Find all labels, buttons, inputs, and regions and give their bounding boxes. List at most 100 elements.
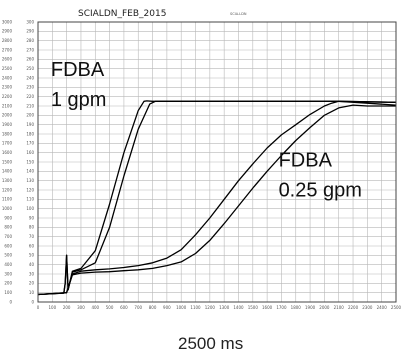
annotation-3: FDBA	[279, 150, 333, 172]
y-tick-label-left: 400	[4, 262, 12, 267]
y-tick-label-left: 2100	[2, 103, 13, 108]
x-tick-label: 800	[149, 305, 157, 310]
y-tick-label-right: 200	[26, 113, 34, 118]
y-tick-label-right: 190	[26, 122, 34, 127]
x-tick-label: 1800	[291, 305, 302, 310]
y-tick-label-right: 20	[29, 281, 35, 286]
y-tick-label-left: 600	[4, 243, 12, 248]
x-tick-label: 2100	[334, 305, 345, 310]
y-tick-label-right: 80	[29, 225, 35, 230]
y-tick-label-left: 300	[4, 271, 12, 276]
x-tick-label: 1100	[190, 305, 201, 310]
y-tick-label-right: 290	[26, 29, 34, 34]
annotation-1: FDBA	[51, 59, 105, 81]
y-tick-label-right: 270	[26, 47, 34, 52]
y-tick-label-right: 10	[29, 290, 35, 295]
y-tick-label-left: 2000	[2, 113, 13, 118]
y-tick-label-left: 1000	[2, 206, 13, 211]
series-line-3	[37, 100, 397, 296]
y-tick-label-left: 1400	[2, 169, 13, 174]
y-tick-label-right: 170	[26, 141, 34, 146]
y-tick-label-right: 280	[26, 38, 34, 43]
y-tick-label-left: 200	[4, 281, 12, 286]
x-tick-label: 2400	[377, 305, 388, 310]
x-tick-label: 2500	[391, 305, 402, 310]
y-tick-label-left: 1800	[2, 131, 13, 136]
y-tick-label-right: 140	[26, 169, 34, 174]
y-tick-label-left: 1500	[2, 159, 13, 164]
x-tick-label: 400	[91, 305, 99, 310]
series-group	[37, 100, 397, 296]
y-tick-label-left: 2600	[2, 57, 13, 62]
y-tick-label-left: 1900	[2, 122, 13, 127]
x-tick-label: 2300	[362, 305, 373, 310]
y-tick-label-right: 70	[29, 234, 35, 239]
y-tick-label-left: 2500	[2, 66, 13, 71]
grid	[37, 21, 397, 303]
y-tick-label-left: 2300	[2, 85, 13, 90]
y-tick-label-right: 240	[26, 75, 34, 80]
x-tick-label: 700	[134, 305, 142, 310]
y-tick-label-right: 60	[29, 243, 35, 248]
x-tick-label: 1200	[205, 305, 216, 310]
y-tick-label-left: 2800	[2, 38, 13, 43]
x-tick-label: 900	[163, 305, 171, 310]
x-tick-label: 1000	[176, 305, 187, 310]
y-tick-label-right: 30	[29, 271, 35, 276]
chart-title: SCIALDN_FEB_2015	[78, 9, 166, 19]
y-tick-label-left: 2700	[2, 47, 13, 52]
y-tick-label-right: 150	[26, 159, 34, 164]
y-tick-label-right: 100	[26, 206, 34, 211]
x-tick-label: 1600	[262, 305, 273, 310]
y-tick-label-left: 100	[4, 290, 12, 295]
y-tick-label-left: 2900	[2, 29, 13, 34]
y-tick-label-left: 500	[4, 253, 12, 258]
y-tick-label-right: 0	[31, 299, 34, 304]
y-tick-label-right: 180	[26, 131, 34, 136]
y-tick-label-left: 700	[4, 234, 12, 239]
annotations: FDBA 1 gpm FDBA 0.25 gpm	[51, 59, 362, 201]
x-tick-label: 500	[106, 305, 114, 310]
x-tick-label: 200	[63, 305, 71, 310]
y-tick-label-right: 300	[26, 19, 34, 24]
x-tick-label: 100	[48, 305, 56, 310]
series-line-2	[37, 100, 397, 296]
x-tick-label: 1900	[305, 305, 316, 310]
annotation-4: 0.25 gpm	[279, 180, 362, 202]
y-tick-label-left: 3000	[2, 19, 13, 24]
y-tick-label-left: 1600	[2, 150, 13, 155]
y-tick-label-left: 800	[4, 225, 12, 230]
y-tick-label-right: 50	[29, 253, 35, 258]
x-unit-label: 2500 ms	[178, 334, 243, 353]
y-tick-label-right: 210	[26, 103, 34, 108]
y-tick-label-right: 250	[26, 66, 34, 71]
x-tick-label: 1300	[219, 305, 230, 310]
x-tick-label: 2000	[319, 305, 330, 310]
y-tick-label-right: 120	[26, 187, 34, 192]
y-tick-label-right: 220	[26, 94, 34, 99]
x-tick-label: 0	[37, 305, 40, 310]
y-tick-label-right: 40	[29, 262, 35, 267]
y-tick-label-left: 0	[9, 299, 12, 304]
x-tick-label: 1400	[233, 305, 244, 310]
annotation-2: 1 gpm	[51, 89, 107, 111]
legend-text: SCIA-LDN	[230, 12, 247, 16]
y-tick-label-left: 1200	[2, 187, 13, 192]
tick-labels: 0 100 200 300 400 500 600 700 800 900 1000 1100 1200…	[2, 19, 402, 310]
y-tick-label-right: 160	[26, 150, 34, 155]
y-tick-label-left: 900	[4, 215, 12, 220]
y-tick-label-right: 110	[26, 197, 34, 202]
y-tick-label-right: 260	[26, 57, 34, 62]
x-tick-label: 300	[77, 305, 85, 310]
x-tick-label: 1700	[276, 305, 287, 310]
y-tick-label-left: 1100	[2, 197, 13, 202]
x-tick-label: 2200	[348, 305, 359, 310]
y-tick-label-left: 1300	[2, 178, 13, 183]
series-line-4	[37, 104, 396, 296]
y-tick-label-right: 90	[29, 215, 35, 220]
y-tick-label-right: 130	[26, 178, 34, 183]
y-tick-label-left: 2200	[2, 94, 13, 99]
y-tick-label-left: 1700	[2, 141, 13, 146]
y-tick-label-right: 230	[26, 85, 34, 90]
